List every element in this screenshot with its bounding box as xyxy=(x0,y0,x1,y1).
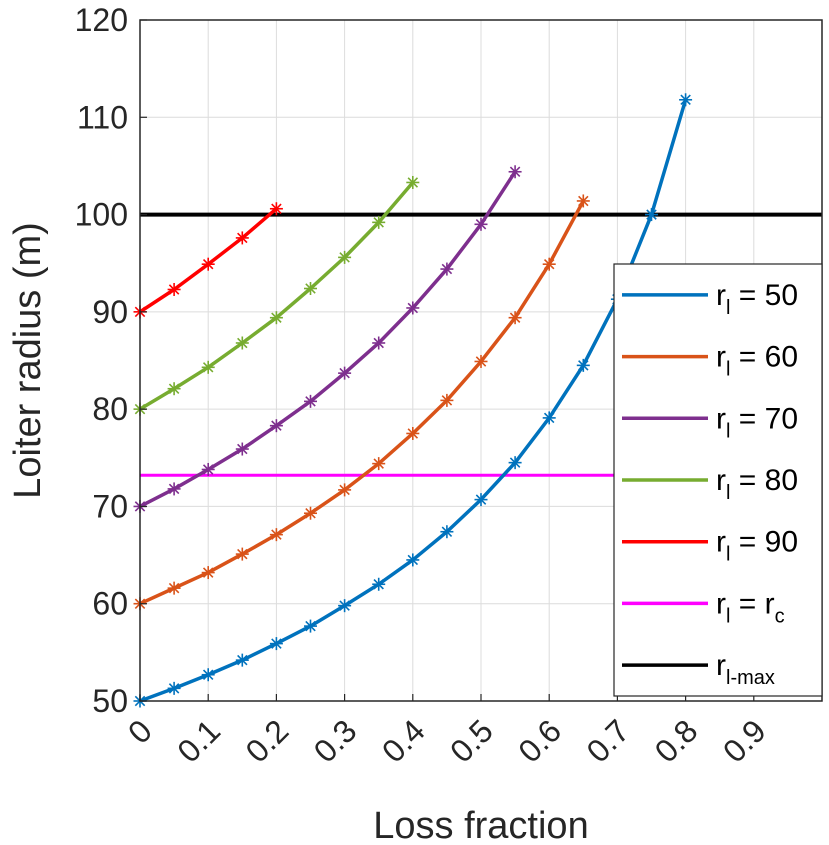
data-point-marker xyxy=(474,354,488,368)
data-point-marker xyxy=(474,217,488,231)
series-group xyxy=(133,165,522,513)
y-tick-label: 120 xyxy=(75,2,128,38)
data-point-marker xyxy=(576,358,590,372)
data-point-marker xyxy=(406,301,420,315)
data-point-marker xyxy=(269,311,283,325)
data-point-marker xyxy=(542,257,556,271)
data-point-marker xyxy=(235,231,249,245)
x-axis-title: Loss fraction xyxy=(373,805,588,845)
legend-label: rl = 70 xyxy=(716,402,798,442)
data-point-marker xyxy=(406,553,420,567)
data-point-marker xyxy=(167,482,181,496)
data-point-marker xyxy=(201,360,215,374)
data-point-marker xyxy=(304,619,317,633)
y-axis-title: Loiter radius (m) xyxy=(7,222,49,499)
data-point-marker xyxy=(167,681,181,695)
data-point-marker xyxy=(372,577,386,591)
legend-label: rl = 50 xyxy=(716,279,798,319)
y-tick-label: 110 xyxy=(77,99,128,135)
data-point-marker xyxy=(406,426,420,440)
data-point-marker xyxy=(372,336,386,350)
data-point-marker xyxy=(269,528,283,542)
data-point-marker xyxy=(406,175,420,189)
data-point-marker xyxy=(269,419,283,433)
y-tick-label: 70 xyxy=(92,488,128,524)
legend-label: rl = 80 xyxy=(716,464,798,504)
data-point-marker xyxy=(304,506,317,520)
legend-entry: rl = 90 xyxy=(622,526,798,566)
series-group xyxy=(133,175,420,416)
data-point-marker xyxy=(167,581,181,595)
data-point-marker xyxy=(235,336,249,350)
data-point-marker xyxy=(201,257,215,271)
legend: rl = 50 rl = 60 rl = 70 rl = 80 rl = 90 rl = … xyxy=(613,263,823,697)
data-point-marker xyxy=(201,566,215,580)
y-tick-label: 90 xyxy=(92,294,128,330)
legend-entry: rl = 60 xyxy=(622,341,798,381)
legend-entry: rl = 80 xyxy=(622,464,798,504)
series-group xyxy=(133,194,590,611)
data-point-marker xyxy=(269,637,283,651)
data-point-marker xyxy=(440,525,454,539)
legend-entry: rl = rc xyxy=(622,587,785,627)
legend-entry: rl-max xyxy=(622,649,775,689)
legend-label: rl-max xyxy=(716,649,775,689)
data-point-marker xyxy=(235,547,249,561)
data-point-marker xyxy=(508,165,522,179)
data-point-marker xyxy=(542,411,556,425)
data-point-marker xyxy=(474,493,488,507)
legend-entry: rl = 70 xyxy=(622,402,798,442)
y-tick-label: 80 xyxy=(92,391,128,427)
data-point-marker xyxy=(167,282,181,296)
y-tick-labels: 50 60 70 80 90 100 110 120 xyxy=(75,2,147,719)
data-point-marker xyxy=(508,311,522,325)
legend-label: rl = rc xyxy=(716,587,785,627)
data-point-marker xyxy=(338,483,352,497)
data-point-marker xyxy=(201,668,215,682)
data-point-marker xyxy=(304,282,317,296)
y-tick-label: 50 xyxy=(92,683,128,719)
data-point-marker xyxy=(576,194,590,208)
data-point-marker xyxy=(372,457,386,471)
data-point-marker xyxy=(679,93,693,107)
legend-label: rl = 90 xyxy=(716,526,798,566)
data-point-marker xyxy=(269,202,283,216)
data-point-marker xyxy=(338,366,352,380)
data-point-marker xyxy=(645,208,658,222)
data-point-marker xyxy=(338,599,352,613)
series-group xyxy=(133,202,283,319)
legend-label: rl = 60 xyxy=(716,341,798,381)
data-point-marker xyxy=(235,653,249,667)
legend-entry: rl = 50 xyxy=(622,279,798,319)
series-line xyxy=(139,170,517,508)
y-tick-label: 60 xyxy=(92,586,128,622)
data-point-marker xyxy=(440,262,454,276)
data-point-marker xyxy=(440,393,454,407)
data-point-marker xyxy=(235,442,249,456)
y-tick-label: 100 xyxy=(75,197,128,233)
series-line xyxy=(139,200,585,606)
data-point-marker xyxy=(338,250,352,264)
data-point-marker xyxy=(372,215,386,229)
data-point-marker xyxy=(508,456,522,470)
data-point-marker xyxy=(304,394,317,408)
data-point-marker xyxy=(167,382,181,396)
data-point-marker xyxy=(201,462,215,476)
